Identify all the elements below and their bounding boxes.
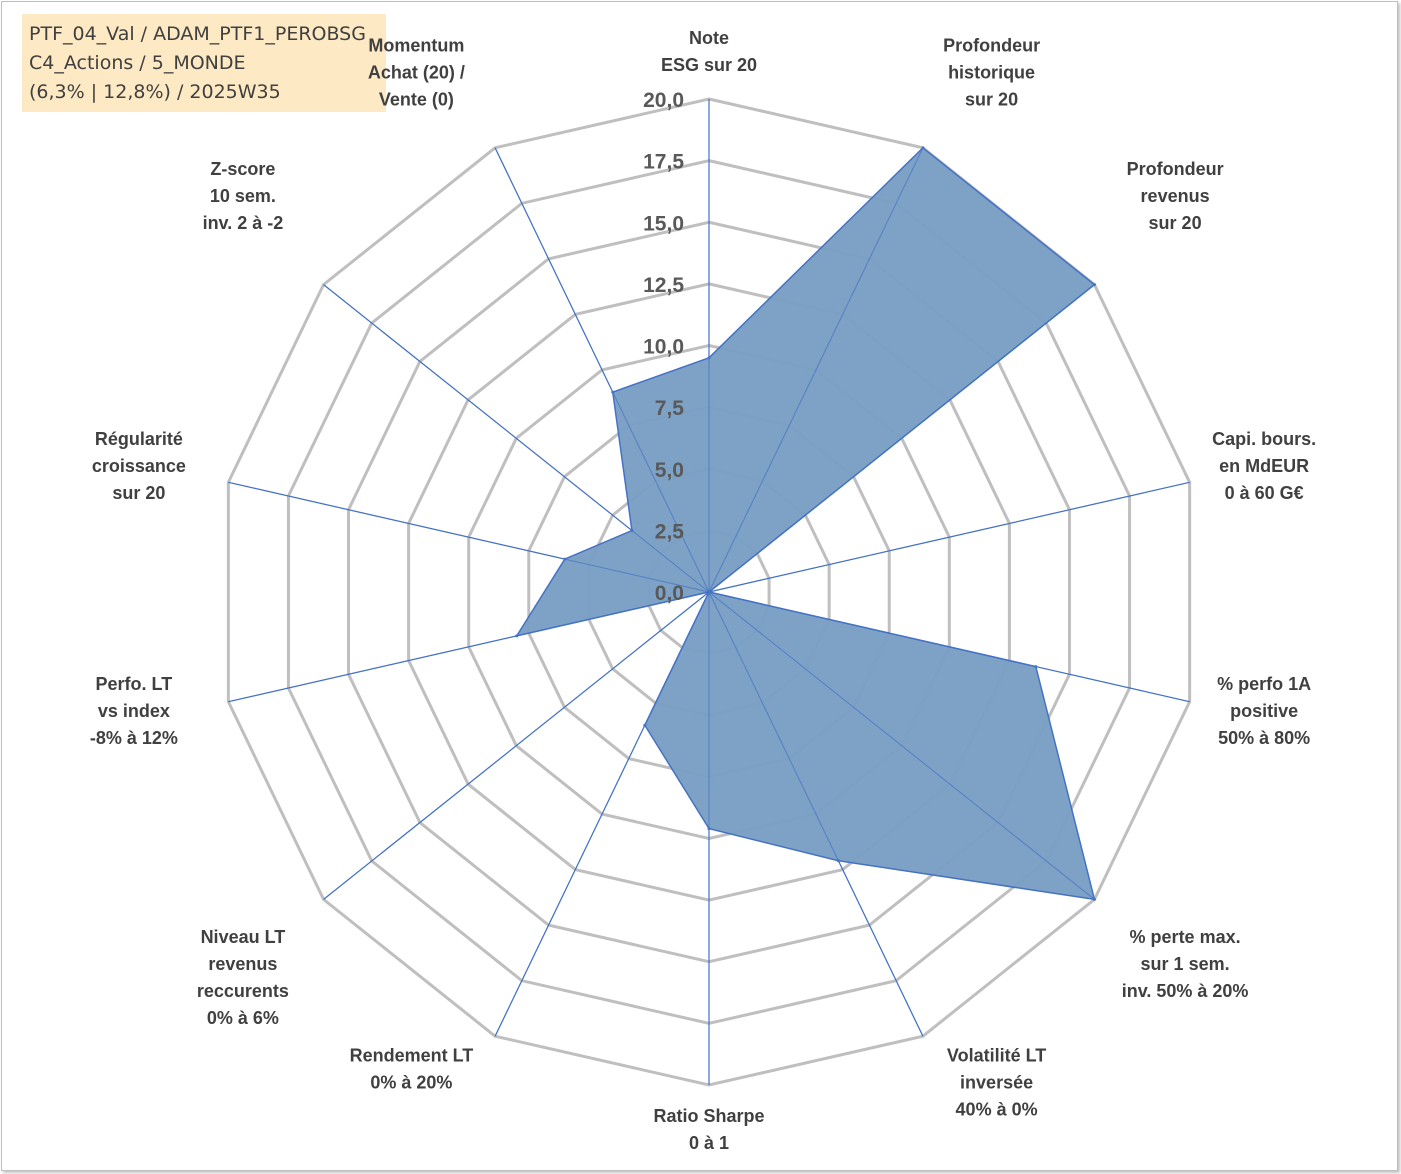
axis-label-line: Vente (0) xyxy=(379,89,454,109)
tick-label: 12,5 xyxy=(643,274,684,297)
axis-label: Momentum Achat (20) / Vente (0) xyxy=(368,35,465,109)
axis-label-line: 0 à 60 G€ xyxy=(1225,483,1304,503)
data-point xyxy=(1092,283,1096,287)
axis-label-line: reccurents xyxy=(197,981,289,1001)
axis-label-line: 0% à 20% xyxy=(370,1073,452,1093)
axis-label-line: 10 sem. xyxy=(210,186,276,206)
axis-label-line: 50% à 80% xyxy=(1218,728,1310,748)
axis-label-line: positive xyxy=(1230,701,1298,721)
axis-spoke-overlay xyxy=(708,591,924,1037)
axis-label-line: Momentum xyxy=(368,35,464,55)
axis-label-line: inversée xyxy=(960,1073,1033,1093)
axis-label-line: Volatilité LT xyxy=(947,1046,1046,1066)
axis-label: Ratio Sharpe 0 à 1 xyxy=(653,1106,764,1153)
axis-label-line: Ratio Sharpe xyxy=(653,1106,764,1126)
axis-label-line: Rendement LT xyxy=(350,1046,474,1066)
data-point xyxy=(836,859,840,863)
axis-label-line: sur 20 xyxy=(965,89,1018,109)
axis-spoke-overlay xyxy=(228,591,710,703)
axis-label-line: vs index xyxy=(98,701,170,721)
axis-spoke-overlay xyxy=(708,481,1190,593)
axis-label: Profondeur historique sur 20 xyxy=(943,35,1040,109)
axis-spoke-overlay xyxy=(708,284,1095,593)
axis-spoke-overlay xyxy=(708,591,1190,703)
data-point xyxy=(630,529,634,533)
axis-spoke-overlay xyxy=(323,284,710,593)
tick-label: 20,0 xyxy=(643,89,684,112)
radar-axis-labels: Note ESG sur 20 Profondeur historique sur 20… xyxy=(90,28,1316,1153)
axis-label-line: ESG sur 20 xyxy=(661,55,757,75)
axis-label-line: en MdEUR xyxy=(1219,456,1309,476)
axis-spoke-overlay xyxy=(323,591,710,900)
info-line-portfolio: PTF_04_Val / ADAM_PTF1_PEROBSG xyxy=(29,23,366,45)
axis-label-line: 0 à 1 xyxy=(689,1133,729,1153)
axis-label: Profondeur revenus sur 20 xyxy=(1127,159,1224,233)
axis-label: Note ESG sur 20 xyxy=(661,28,757,75)
tick-label: 15,0 xyxy=(643,212,684,235)
data-point xyxy=(563,557,567,561)
axis-label: % perte max. sur 1 sem. inv. 50% à 20% xyxy=(1122,927,1249,1001)
data-point xyxy=(643,723,647,727)
axis-label: Volatilité LT inversée 40% à 0% xyxy=(947,1046,1046,1120)
radar-tick-labels: 0,0 2,5 5,0 7,5 10,0 12,5 15,0 17,5 20,0 xyxy=(643,89,684,605)
axis-label-line: -8% à 12% xyxy=(90,728,178,748)
data-point xyxy=(515,634,519,638)
info-line-stats: (6,3% | 12,8%) / 2025W35 xyxy=(29,81,281,103)
tick-label: 17,5 xyxy=(643,151,684,174)
axis-label-line: Niveau LT xyxy=(201,927,286,947)
axis-label: Perfo. LT vs index -8% à 12% xyxy=(90,674,178,748)
axis-spoke-overlay xyxy=(708,591,1095,900)
axis-label-line: 0% à 6% xyxy=(207,1008,279,1028)
axis-label: Régularité croissance sur 20 xyxy=(92,429,186,503)
axis-label-line: Régularité xyxy=(95,429,183,449)
info-line-category: C4_Actions / 5_MONDE xyxy=(29,52,246,74)
axis-spoke-overlay xyxy=(708,147,924,593)
axis-label-line: croissance xyxy=(92,456,186,476)
axis-spoke-overlay xyxy=(494,147,710,593)
axis-label-line: 40% à 0% xyxy=(956,1100,1038,1120)
axis-label-line: sur 20 xyxy=(112,483,165,503)
axis-label-line: historique xyxy=(948,62,1035,82)
radar-series xyxy=(228,99,1190,1085)
axis-label-line: % perfo 1A xyxy=(1217,674,1311,694)
axis-spoke-overlay xyxy=(228,481,710,593)
axis-label: % perfo 1A positive 50% à 80% xyxy=(1217,674,1311,748)
axis-label: Rendement LT 0% à 20% xyxy=(350,1046,474,1093)
axis-label-line: Note xyxy=(689,28,729,48)
axis-label: Z-score 10 sem. inv. 2 à -2 xyxy=(203,159,284,233)
data-point xyxy=(707,590,711,594)
axis-label-line: inv. 2 à -2 xyxy=(203,213,284,233)
data-point xyxy=(707,827,711,831)
data-point xyxy=(611,390,615,394)
chart-info-box: PTF_04_Val / ADAM_PTF1_PEROBSG C4_Action… xyxy=(22,14,386,112)
data-point xyxy=(1092,897,1096,901)
axis-label-line: Z-score xyxy=(210,159,275,179)
tick-label: 10,0 xyxy=(643,336,684,359)
axis-label-line: sur 1 sem. xyxy=(1141,954,1230,974)
axis-label-line: Capi. bours. xyxy=(1212,429,1316,449)
axis-label-line: Profondeur xyxy=(943,35,1040,55)
tick-label: 0,0 xyxy=(655,582,684,605)
data-point xyxy=(921,146,925,150)
axis-label-line: sur 20 xyxy=(1149,213,1202,233)
axis-label-line: inv. 50% à 20% xyxy=(1122,981,1249,1001)
axis-label: Niveau LT revenus reccurents 0% à 6% xyxy=(197,927,289,1028)
axis-label-line: Profondeur xyxy=(1127,159,1224,179)
axis-label-line: Achat (20) / xyxy=(368,62,465,82)
axis-label-line: % perte max. xyxy=(1130,927,1241,947)
tick-label: 5,0 xyxy=(655,459,684,482)
axis-spoke-overlay xyxy=(494,591,710,1037)
tick-label: 7,5 xyxy=(655,397,685,420)
data-point xyxy=(707,356,711,360)
axis-label-line: revenus xyxy=(208,954,277,974)
axis-label: Capi. bours. en MdEUR 0 à 60 G€ xyxy=(1212,429,1316,503)
tick-label: 2,5 xyxy=(655,520,685,543)
axis-label-line: revenus xyxy=(1141,186,1210,206)
data-point xyxy=(1034,665,1038,669)
axis-label-line: Perfo. LT xyxy=(96,674,173,694)
